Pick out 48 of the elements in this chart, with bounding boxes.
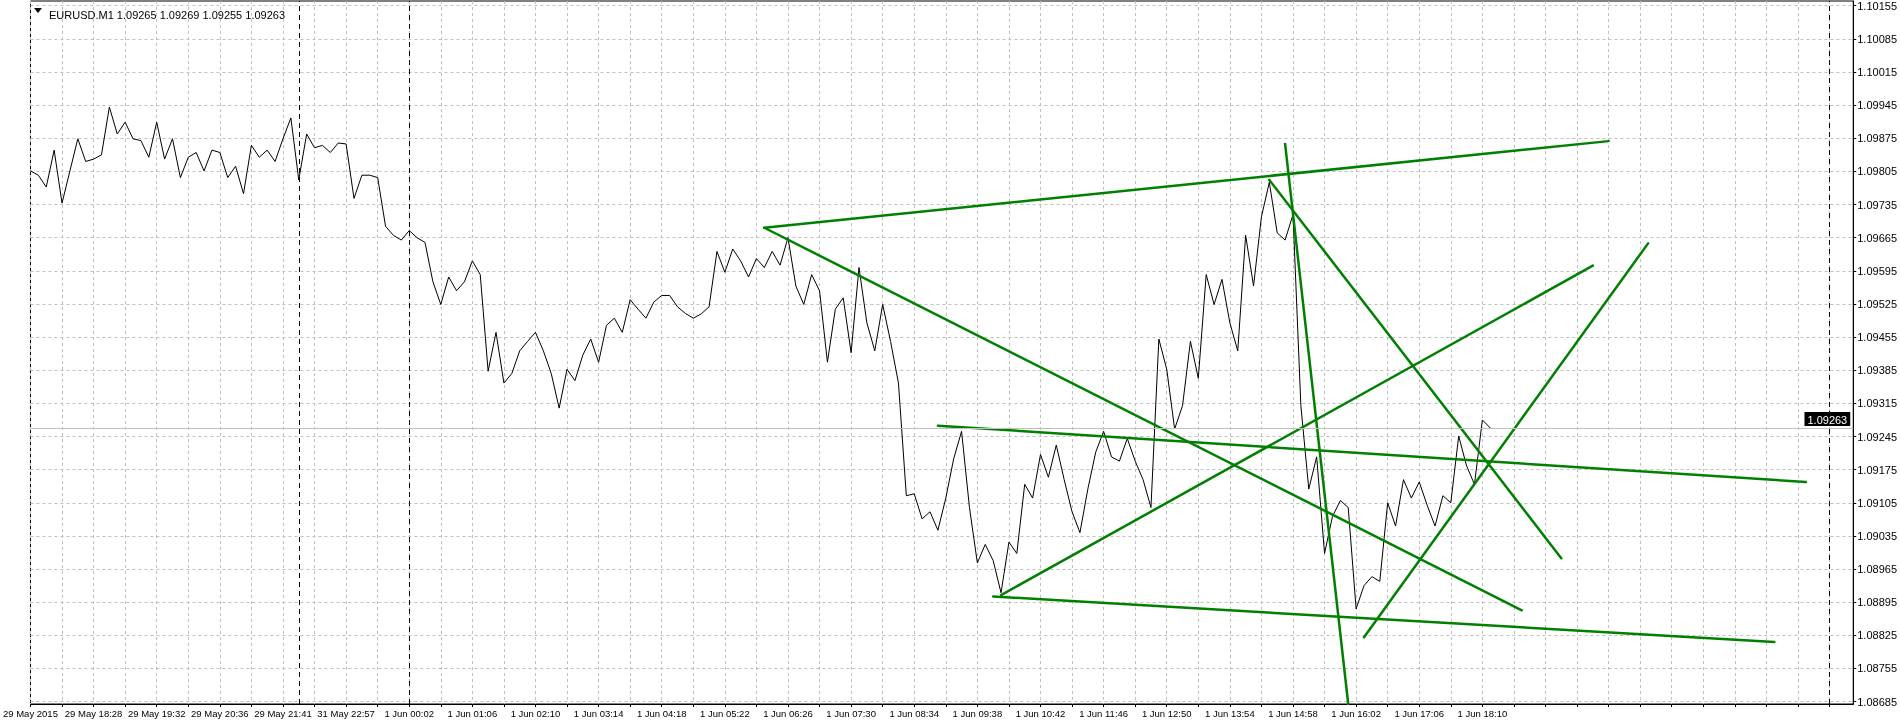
y-tick-label: 1.09805 — [1857, 165, 1897, 178]
x-tick-label: 31 May 22:57 — [317, 707, 375, 719]
y-tick-label: 1.08755 — [1857, 662, 1897, 675]
text: EURUSD.M1 1.09265 1.09269 1.09255 1.09263 — [49, 8, 286, 21]
y-tick-label: 1.10085 — [1857, 32, 1897, 45]
y-tick-label: 1.10155 — [1857, 0, 1897, 12]
y-tick-label: 1.09245 — [1857, 430, 1897, 443]
x-tick-label: 1 Jun 06:26 — [763, 707, 813, 719]
x-tick-label: 1 Jun 01:06 — [447, 707, 498, 719]
y-tick-label: 1.09595 — [1857, 264, 1897, 277]
x-tick-label: 1 Jun 05:22 — [700, 707, 750, 719]
x-tick-label: 1 Jun 14:58 — [1268, 707, 1318, 719]
x-tick-label: 1 Jun 00:02 — [384, 707, 435, 719]
x-tick-label: 1 Jun 11:46 — [1079, 707, 1129, 719]
x-tick-label: 29 May 2015 — [2, 707, 58, 719]
y-tick-label: 1.09315 — [1857, 397, 1897, 410]
y-tick-label: 1.09385 — [1857, 364, 1897, 377]
x-tick-label: 29 May 18:28 — [64, 707, 123, 719]
x-tick-label: 1 Jun 18:10 — [1457, 707, 1508, 719]
x-tick-label: 1 Jun 17:06 — [1394, 707, 1445, 719]
y-tick-label: 1.09455 — [1857, 331, 1897, 344]
x-tick-label: 1 Jun 09:38 — [952, 707, 1003, 719]
y-tick-label: 1.08825 — [1857, 629, 1897, 642]
y-tick-label: 1.10015 — [1857, 66, 1897, 79]
y-tick-label: 1.08965 — [1857, 563, 1897, 576]
y-tick-label: 1.09175 — [1857, 463, 1897, 476]
y-tick-label: 1.08685 — [1857, 695, 1897, 708]
ref-line-label: 1.09263 — [1807, 413, 1848, 426]
x-tick-label: 1 Jun 07:30 — [826, 707, 876, 719]
x-tick-label: 1 Jun 10:42 — [1015, 707, 1066, 719]
x-tick-label: 1 Jun 08:34 — [889, 707, 940, 719]
y-tick-label: 1.09035 — [1857, 529, 1897, 542]
y-tick-label: 1.09525 — [1857, 297, 1897, 310]
y-tick-label: 1.09945 — [1857, 99, 1897, 112]
y-tick-label: 1.09665 — [1857, 231, 1897, 244]
x-tick-label: 1 Jun 12:50 — [1141, 707, 1192, 719]
y-tick-label: 1.09105 — [1857, 496, 1897, 509]
x-tick-label: 1 Jun 13:54 — [1205, 707, 1255, 719]
x-tick-label: 1 Jun 03:14 — [573, 707, 624, 719]
x-tick-label: 1 Jun 02:10 — [510, 707, 561, 719]
x-tick-label: 29 May 21:41 — [254, 707, 312, 719]
x-tick-label: 29 May 19:32 — [127, 707, 186, 719]
y-tick-label: 1.09735 — [1857, 198, 1897, 211]
x-tick-label: 29 May 20:36 — [191, 707, 249, 719]
x-tick-label: 1 Jun 04:18 — [636, 707, 687, 719]
y-tick-label: 1.08895 — [1857, 596, 1897, 609]
y-tick-label: 1.09875 — [1857, 132, 1897, 145]
x-tick-label: 1 Jun 16:02 — [1331, 707, 1381, 719]
